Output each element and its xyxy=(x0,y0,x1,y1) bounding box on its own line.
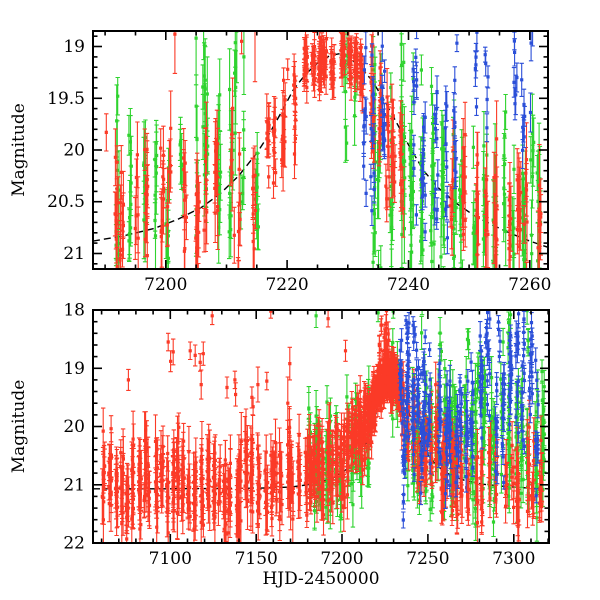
top-y-tick-label: 21 xyxy=(63,244,85,264)
top-x-tick-label: 7220 xyxy=(265,275,308,295)
bottom-y-tick-label: 19 xyxy=(63,359,85,379)
top-x-tick-label: 7200 xyxy=(144,275,187,295)
bottom-y-tick-label: 21 xyxy=(63,475,85,495)
bottom-x-tick-label: 7100 xyxy=(149,549,192,569)
bottom-plot-area xyxy=(93,310,549,543)
bottom-x-tick-label: 7200 xyxy=(320,549,363,569)
top-y-tick-label: 19.5 xyxy=(47,89,85,109)
bottom-x-tick-label: 7150 xyxy=(235,549,278,569)
top-plot-area xyxy=(93,31,548,269)
top-model-curve xyxy=(93,53,548,248)
bottom-ticks xyxy=(93,309,549,544)
bottom-panel: 7100 7150 7200 7250 7300 18 19 20 21 22 Magnitude xyxy=(9,301,550,569)
bottom-x-tick-label: 7300 xyxy=(492,549,535,569)
top-y-axis-label: Magnitude xyxy=(9,103,29,197)
top-ticks xyxy=(93,31,548,269)
top-series-blue-points xyxy=(362,31,533,240)
top-panel: 7200 7220 7240 7260 19 19.5 20 20.5 21 Magnitude xyxy=(9,30,551,295)
bottom-y-axis-label: Magnitude xyxy=(9,380,29,474)
bottom-x-tick-label: 7250 xyxy=(406,549,449,569)
top-y-tick-label: 20.5 xyxy=(47,192,85,212)
bottom-y-tick-label: 22 xyxy=(63,534,85,554)
top-x-tick-label: 7260 xyxy=(508,275,551,295)
top-x-tick-label: 7240 xyxy=(387,275,430,295)
top-y-tick-label: 19 xyxy=(63,37,85,57)
bottom-series-blue-points xyxy=(398,310,540,522)
x-axis-label: HJD-2450000 xyxy=(262,569,379,589)
top-y-tick-label: 20 xyxy=(63,141,85,161)
bottom-y-tick-label: 20 xyxy=(63,417,85,437)
bottom-y-tick-label: 18 xyxy=(63,301,85,321)
